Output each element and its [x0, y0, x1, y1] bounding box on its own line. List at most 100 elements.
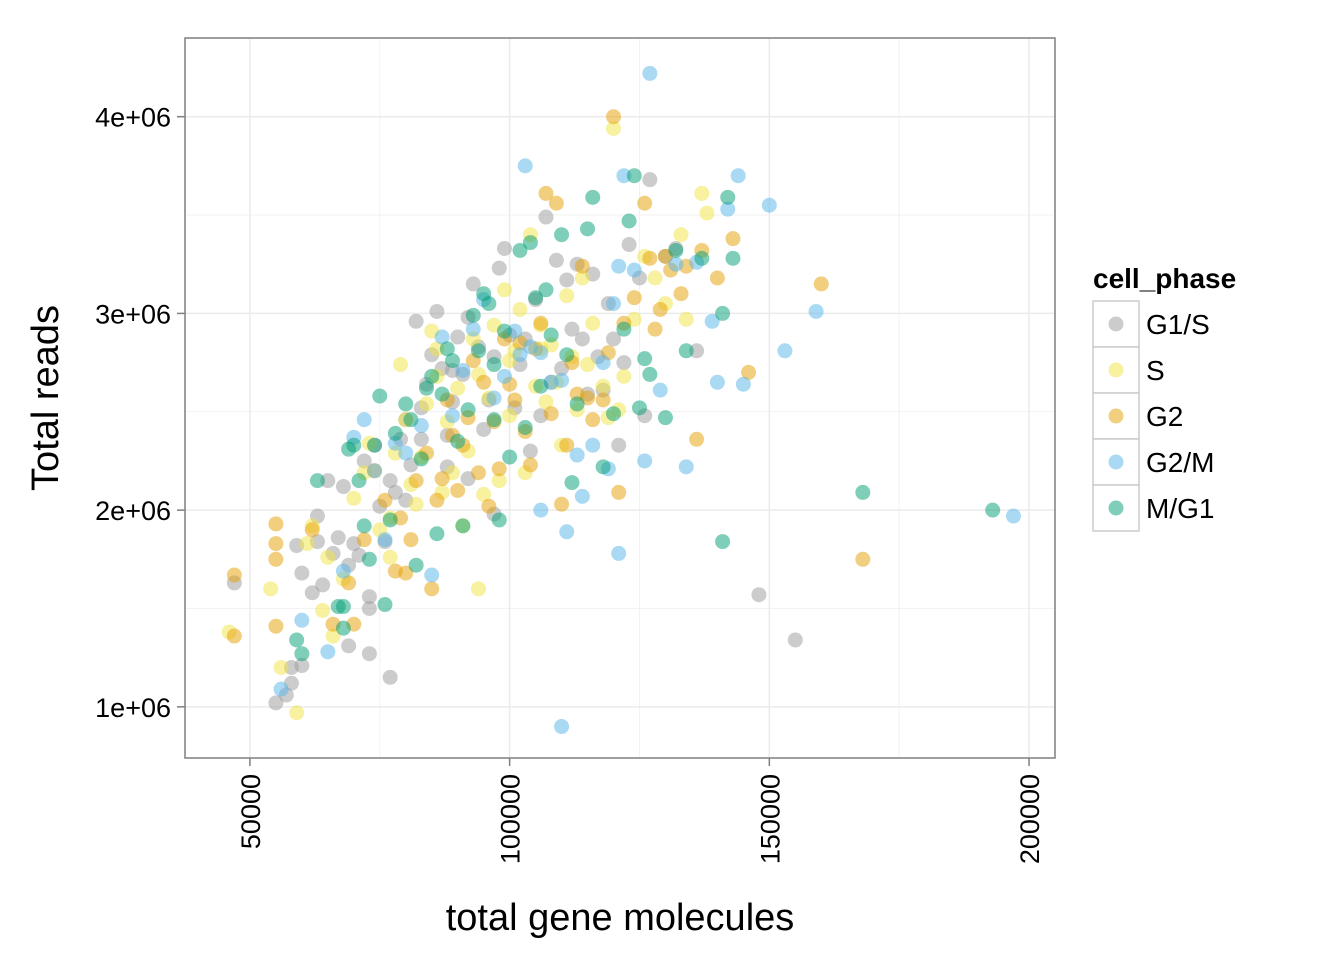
data-point	[735, 376, 751, 392]
legend-label: G1/S	[1146, 309, 1210, 340]
data-point	[642, 250, 658, 266]
data-point	[985, 502, 1001, 518]
data-point	[637, 351, 653, 367]
data-point	[382, 549, 398, 565]
data-point	[678, 459, 694, 475]
data-point	[486, 357, 502, 373]
legend-label: M/G1	[1146, 493, 1214, 524]
data-point	[226, 628, 242, 644]
data-point	[548, 252, 564, 268]
data-point	[611, 484, 627, 500]
data-point	[330, 530, 346, 546]
data-point	[444, 408, 460, 424]
data-point	[398, 396, 414, 412]
data-point	[361, 600, 377, 616]
x-tick-label: 50000	[236, 774, 266, 849]
data-point	[574, 331, 590, 347]
data-point	[569, 396, 585, 412]
data-point	[356, 518, 372, 534]
data-point	[377, 597, 393, 613]
data-point	[512, 301, 528, 317]
data-point	[787, 632, 803, 648]
data-point	[538, 185, 554, 201]
data-point	[377, 492, 393, 508]
data-point	[606, 109, 622, 125]
data-point	[268, 516, 284, 532]
data-point	[387, 425, 403, 441]
data-point	[574, 270, 590, 286]
x-tick-label: 150000	[755, 774, 785, 864]
data-point	[548, 195, 564, 211]
data-point	[294, 565, 310, 581]
data-point	[751, 587, 767, 603]
data-point	[606, 296, 622, 312]
data-point	[320, 549, 336, 565]
data-point	[528, 290, 544, 306]
data-point	[429, 492, 445, 508]
data-point	[403, 532, 419, 548]
data-point	[304, 522, 320, 538]
data-point	[657, 410, 673, 426]
data-point	[367, 437, 383, 453]
data-point	[273, 660, 289, 676]
data-point	[606, 331, 622, 347]
data-point	[538, 394, 554, 410]
data-point	[585, 315, 601, 331]
data-point	[450, 433, 466, 449]
data-point	[522, 235, 538, 251]
data-point	[424, 581, 440, 597]
data-point	[1005, 508, 1021, 524]
data-point	[855, 484, 871, 500]
data-point	[439, 341, 455, 357]
data-point	[460, 402, 476, 418]
data-point	[309, 473, 325, 489]
data-point	[678, 311, 694, 327]
data-point	[777, 343, 793, 359]
data-point	[616, 168, 632, 184]
data-point	[813, 276, 829, 292]
data-point	[554, 496, 570, 512]
data-point	[855, 551, 871, 567]
data-point	[585, 189, 601, 205]
data-point	[424, 368, 440, 384]
data-point	[554, 227, 570, 243]
data-point	[559, 524, 575, 540]
data-point	[398, 565, 414, 581]
data-point	[554, 372, 570, 388]
data-point	[346, 437, 362, 453]
data-point	[585, 437, 601, 453]
data-point	[491, 473, 507, 489]
data-point	[465, 321, 481, 337]
data-point	[335, 620, 351, 636]
data-point	[808, 303, 824, 319]
data-point	[387, 484, 403, 500]
data-point	[491, 461, 507, 477]
data-point	[465, 276, 481, 292]
data-point	[626, 168, 642, 184]
data-point	[372, 388, 388, 404]
data-point	[606, 120, 622, 136]
data-point	[455, 362, 471, 378]
data-point	[491, 512, 507, 528]
data-point	[564, 321, 580, 337]
data-point	[470, 465, 486, 481]
data-point	[226, 567, 242, 583]
data-point	[351, 473, 367, 489]
data-point	[263, 581, 279, 597]
data-point	[668, 242, 684, 258]
data-point	[642, 65, 658, 81]
data-point	[408, 557, 424, 573]
data-point	[496, 240, 512, 256]
data-point	[559, 437, 575, 453]
data-point	[455, 518, 471, 534]
data-point	[564, 475, 580, 491]
data-point	[268, 618, 284, 634]
data-point	[621, 213, 637, 229]
legend-key-point	[1108, 408, 1124, 424]
data-point	[606, 406, 622, 422]
data-point	[694, 185, 710, 201]
legend-label: G2/M	[1146, 447, 1214, 478]
data-point	[496, 323, 512, 339]
data-point	[647, 270, 663, 286]
data-point	[533, 378, 549, 394]
